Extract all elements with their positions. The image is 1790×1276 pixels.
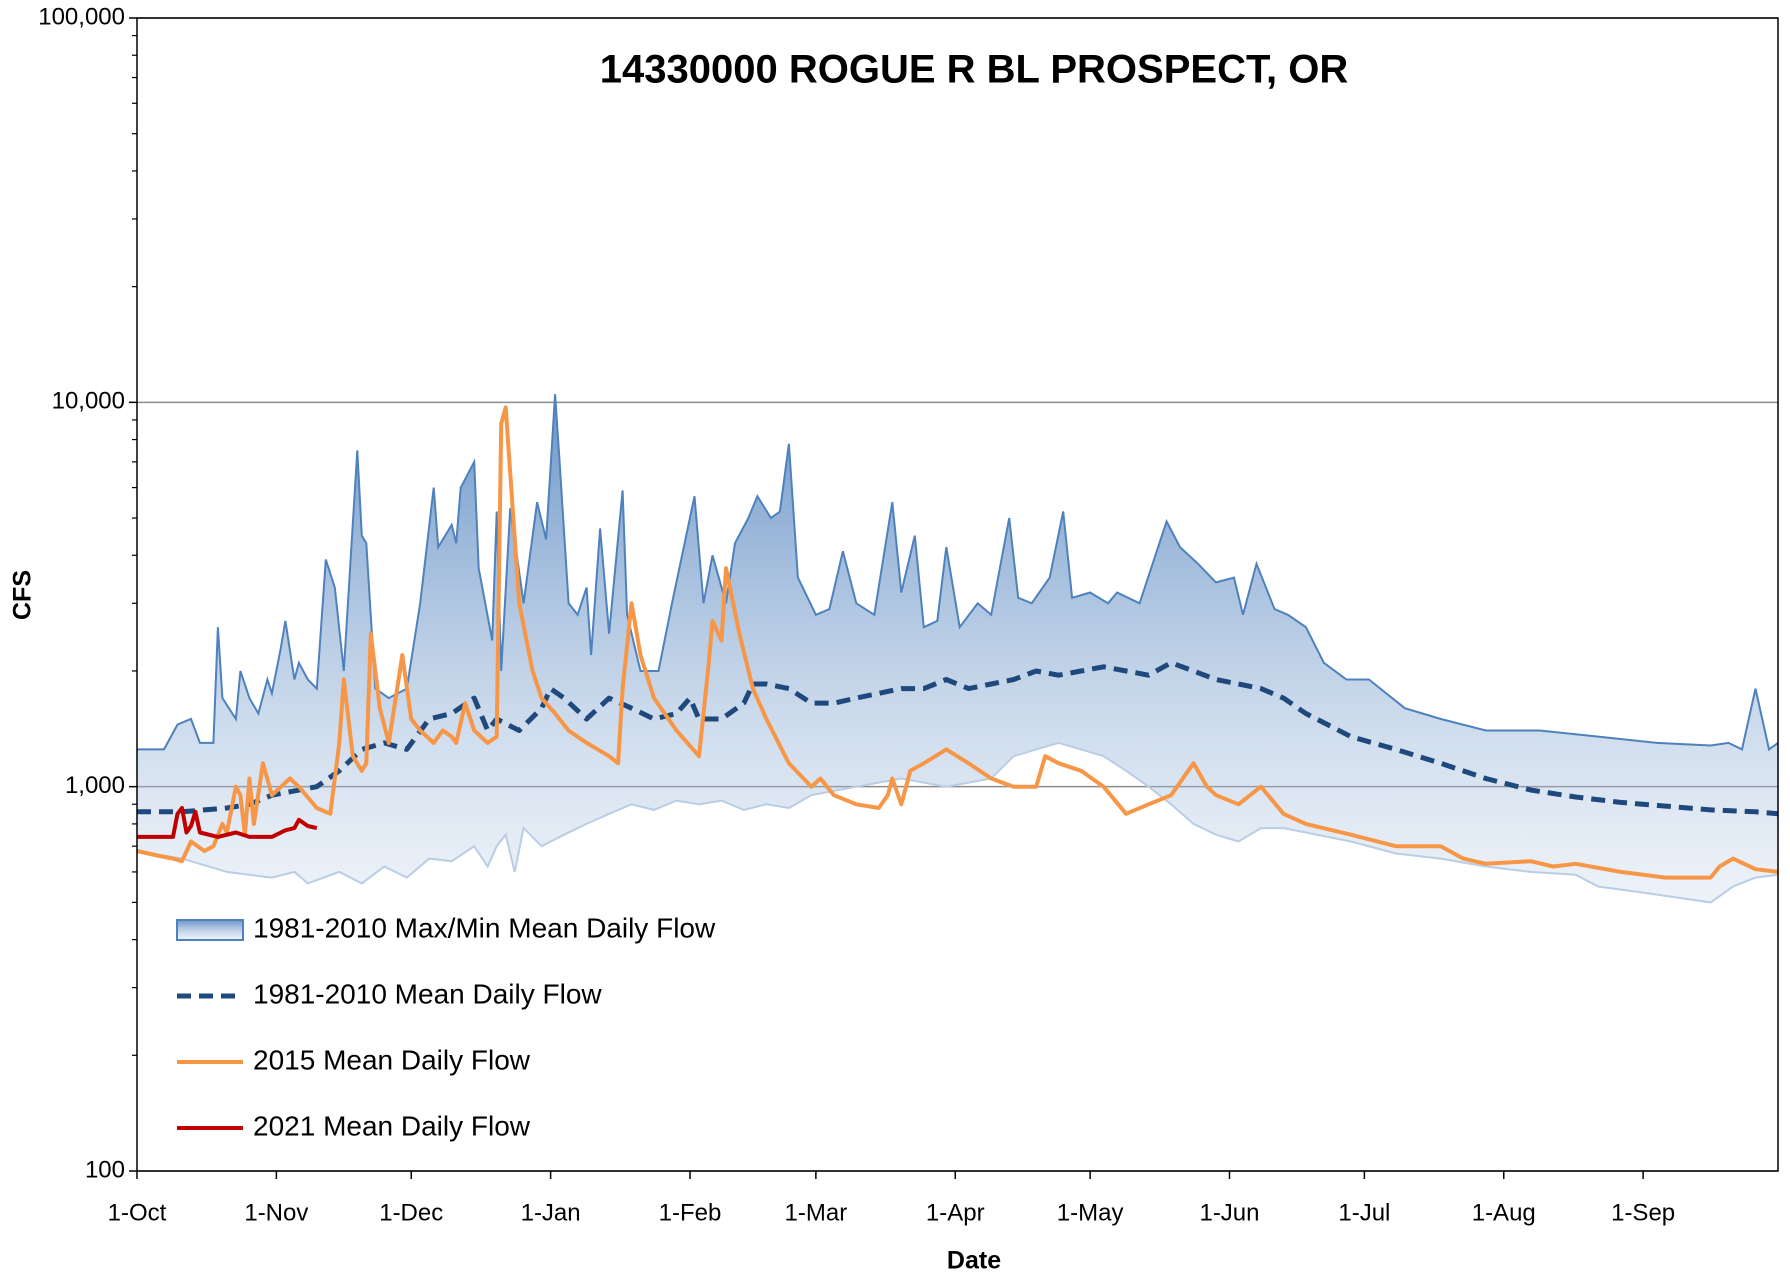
chart-title: 14330000 ROGUE R BL PROSPECT, OR — [600, 48, 1349, 92]
x-tick-label: 1-Feb — [659, 1199, 722, 1226]
y-tick-label: 10,000 — [52, 388, 125, 415]
x-tick-label: 1-Jul — [1338, 1199, 1390, 1226]
y-tick-label: 100,000 — [38, 3, 125, 30]
legend-label: 2015 Mean Daily Flow — [253, 1044, 531, 1075]
legend-swatch — [176, 919, 244, 941]
y-tick-label: 1,000 — [65, 772, 125, 799]
legend-label: 1981-2010 Mean Daily Flow — [253, 978, 602, 1009]
x-tick-label: 1-Jun — [1199, 1199, 1259, 1226]
y-tick-label: 100 — [85, 1156, 125, 1183]
x-tick-label: 1-May — [1057, 1199, 1124, 1226]
x-tick-label: 1-Mar — [785, 1199, 848, 1226]
legend-label: 2021 Mean Daily Flow — [253, 1110, 531, 1141]
series-line — [137, 806, 318, 839]
legend: 1981-2010 Max/Min Mean Daily Flow 1981-20… — [176, 912, 716, 1141]
x-tick-label: 1-Dec — [379, 1199, 443, 1226]
x-tick-label: 1-Sep — [1611, 1199, 1675, 1226]
band-min-line — [136, 741, 1779, 904]
y-axis-label: CFS — [9, 570, 37, 620]
plot-frame — [136, 17, 1779, 1172]
x-tick-label: 1-Jan — [521, 1199, 581, 1226]
x-axis-label: Date — [947, 1247, 1001, 1275]
series-line — [136, 405, 1779, 880]
x-tick-label: 1-Aug — [1472, 1199, 1536, 1226]
x-tick-label: 1-Oct — [108, 1199, 167, 1226]
x-tick-label: 1-Apr — [926, 1199, 985, 1226]
band-fill — [137, 394, 1778, 903]
band-max-line — [137, 394, 1779, 752]
series-line — [137, 660, 1779, 817]
legend-label: 1981-2010 Max/Min Mean Daily Flow — [253, 912, 716, 943]
x-tick-label: 1-Nov — [244, 1199, 308, 1226]
